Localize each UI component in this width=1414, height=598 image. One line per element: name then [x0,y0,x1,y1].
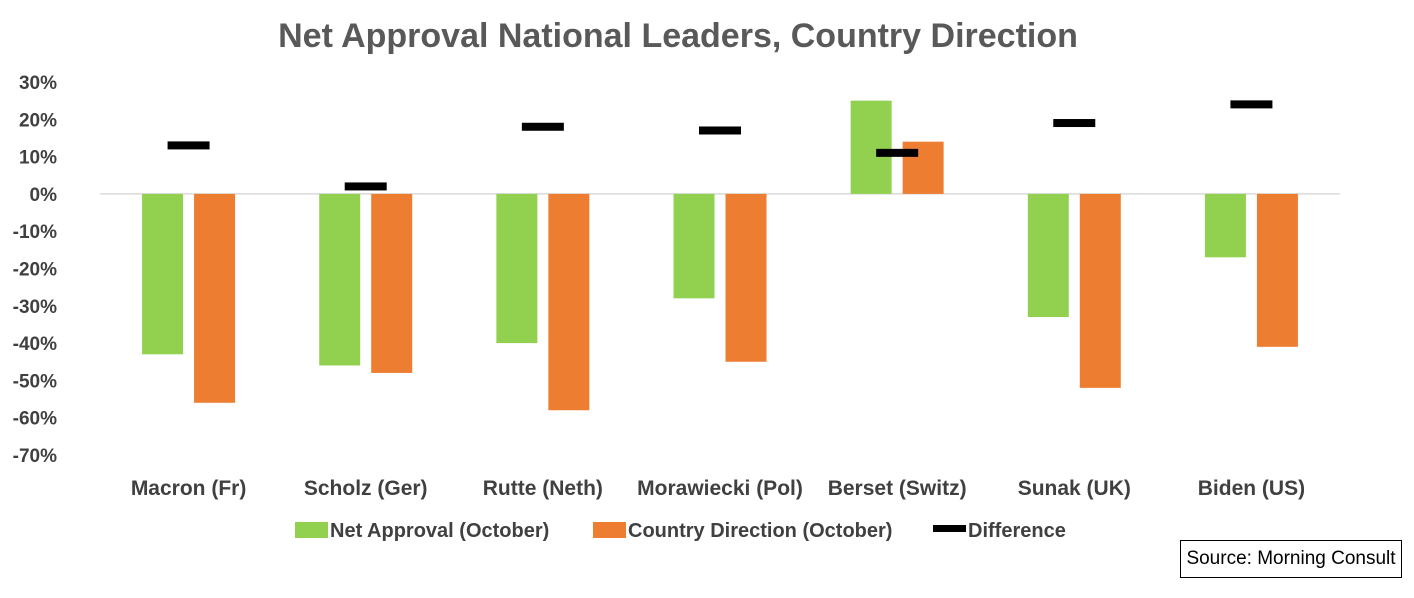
bar-net-approval [1204,193,1246,258]
bar-net-approval [850,100,892,194]
bar-net-approval [319,193,361,366]
difference-marker [876,148,919,157]
x-tick-label: Morawiecki (Pol) [637,477,803,500]
difference-marker [1053,119,1096,128]
y-tick-label: 0% [30,185,58,206]
x-tick-label: Biden (US) [1198,477,1305,500]
legend-swatch [933,525,966,532]
legend-label: Net Approval (October) [330,520,549,542]
y-tick-label: -20% [13,260,57,281]
bar-net-approval [142,193,184,355]
y-tick-label: -30% [13,297,57,318]
y-tick-label: 20% [19,110,57,131]
y-tick-label: -60% [13,409,57,430]
source-note: Source: Morning Consult [1180,540,1402,578]
difference-marker [167,141,210,150]
legend-swatch [593,522,626,538]
bar-country-direction [725,193,767,362]
bar-country-direction [548,193,590,411]
difference-marker [699,126,741,135]
y-tick-label: -70% [13,446,57,467]
bars [142,100,1298,411]
x-tick-label: Sunak (UK) [1018,477,1131,500]
legend-label: Country Direction (October) [628,520,892,542]
y-tick-label: -50% [13,371,57,392]
y-tick-label: -10% [13,222,57,243]
x-tick-label: Rutte (Neth) [483,477,603,500]
x-axis: Macron (Fr) Scholz (Ger) Rutte (Neth) Moraw… [131,477,1305,500]
legend-label: Difference [968,520,1066,542]
y-tick-label: 30% [19,73,57,94]
bar-country-direction [371,193,413,373]
y-tick-label: 10% [19,148,57,169]
x-tick-label: Berset (Switz) [828,477,967,500]
chart-title: Net Approval National Leaders, Country D… [278,17,1078,55]
difference-marker [1230,100,1273,109]
bar-country-direction [194,193,236,403]
bar-net-approval [496,193,538,344]
bar-country-direction [1079,193,1121,388]
legend-swatch [295,522,328,538]
bar-net-approval [673,193,715,299]
x-tick-label: Macron (Fr) [131,477,247,500]
difference-marker [521,122,564,131]
difference-markers [167,100,1273,191]
y-axis: 30% 20% 10% 0% -10% -20% -30% -40% -50% -60% -70% [13,73,57,467]
x-tick-label: Scholz (Ger) [304,477,428,500]
bar-country-direction [1256,193,1298,347]
y-tick-label: -40% [13,334,57,355]
difference-marker [344,182,387,191]
legend: Net Approval (October) Country Direction … [295,520,1066,542]
bar-net-approval [1027,193,1069,317]
